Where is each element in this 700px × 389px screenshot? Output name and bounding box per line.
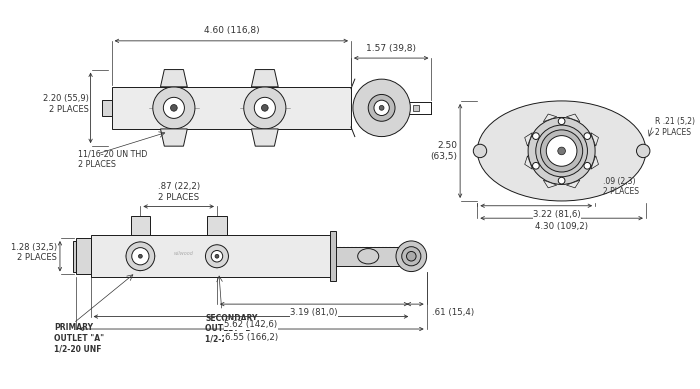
Text: wilwood: wilwood — [174, 251, 193, 256]
Polygon shape — [591, 133, 598, 146]
Circle shape — [126, 242, 155, 271]
Text: .09 (2,3)
2 PLACES: .09 (2,3) 2 PLACES — [603, 177, 639, 196]
Polygon shape — [543, 180, 556, 188]
Circle shape — [368, 95, 395, 121]
FancyBboxPatch shape — [330, 231, 336, 281]
FancyBboxPatch shape — [102, 100, 112, 116]
Text: .61 (15,4): .61 (15,4) — [433, 308, 475, 317]
FancyBboxPatch shape — [332, 247, 404, 266]
Circle shape — [559, 177, 565, 184]
Text: 3.19 (81,0): 3.19 (81,0) — [290, 308, 338, 317]
FancyBboxPatch shape — [74, 241, 76, 272]
Circle shape — [215, 254, 219, 258]
Circle shape — [244, 87, 286, 129]
Text: 5.62 (142,6): 5.62 (142,6) — [225, 321, 277, 329]
Circle shape — [528, 117, 595, 184]
Circle shape — [584, 163, 591, 169]
Text: 2.20 (55,9)
2 PLACES: 2.20 (55,9) 2 PLACES — [43, 94, 89, 114]
FancyBboxPatch shape — [207, 216, 227, 235]
Ellipse shape — [477, 101, 646, 201]
Polygon shape — [566, 114, 580, 122]
Polygon shape — [160, 70, 188, 87]
Text: PRIMARY
OUTLET "A"
1/2-20 UNF: PRIMARY OUTLET "A" 1/2-20 UNF — [54, 323, 104, 353]
Circle shape — [171, 105, 177, 111]
Polygon shape — [251, 129, 278, 146]
Polygon shape — [251, 70, 278, 87]
Text: 1.57 (39,8): 1.57 (39,8) — [366, 44, 416, 53]
Circle shape — [559, 118, 565, 124]
Circle shape — [254, 97, 275, 118]
Ellipse shape — [358, 249, 379, 264]
Circle shape — [163, 97, 184, 118]
Circle shape — [473, 144, 486, 158]
Text: 4.30 (109,2): 4.30 (109,2) — [535, 222, 588, 231]
Text: SECONDARY
OUTLET "B"
1/2-20 UNF: SECONDARY OUTLET "B" 1/2-20 UNF — [206, 314, 258, 343]
Circle shape — [211, 251, 223, 262]
Polygon shape — [543, 114, 556, 122]
FancyBboxPatch shape — [90, 235, 332, 277]
Circle shape — [584, 133, 591, 139]
Text: 1.28 (32,5)
2 PLACES: 1.28 (32,5) 2 PLACES — [11, 243, 57, 262]
Circle shape — [407, 251, 416, 261]
Polygon shape — [591, 156, 598, 169]
FancyBboxPatch shape — [131, 216, 150, 235]
Text: R .21 (5,2)
2 PLACES: R .21 (5,2) 2 PLACES — [654, 117, 694, 137]
Circle shape — [396, 241, 426, 272]
Polygon shape — [160, 129, 188, 146]
Text: 3.22 (81,6): 3.22 (81,6) — [533, 210, 580, 219]
Circle shape — [379, 105, 384, 110]
Circle shape — [540, 130, 582, 172]
Circle shape — [546, 136, 577, 166]
FancyBboxPatch shape — [413, 105, 419, 111]
Circle shape — [262, 105, 268, 111]
Text: 2.50
(63,5): 2.50 (63,5) — [430, 141, 457, 161]
FancyBboxPatch shape — [112, 87, 351, 129]
Polygon shape — [525, 133, 533, 146]
Circle shape — [139, 254, 142, 258]
Circle shape — [533, 133, 539, 139]
Text: 4.60 (116,8): 4.60 (116,8) — [204, 26, 259, 35]
Circle shape — [536, 125, 587, 177]
Circle shape — [353, 79, 410, 137]
Circle shape — [636, 144, 650, 158]
Circle shape — [533, 163, 539, 169]
Text: 11/16-20 UN THD
2 PLACES: 11/16-20 UN THD 2 PLACES — [78, 150, 148, 169]
FancyBboxPatch shape — [76, 238, 90, 274]
Circle shape — [132, 248, 149, 265]
Polygon shape — [566, 180, 580, 188]
Text: .87 (22,2)
2 PLACES: .87 (22,2) 2 PLACES — [158, 182, 199, 202]
Circle shape — [558, 147, 566, 155]
Text: 6.55 (166,2): 6.55 (166,2) — [225, 333, 278, 342]
Circle shape — [374, 100, 389, 116]
Circle shape — [153, 87, 195, 129]
Polygon shape — [525, 156, 533, 169]
Circle shape — [402, 247, 421, 266]
Circle shape — [206, 245, 228, 268]
